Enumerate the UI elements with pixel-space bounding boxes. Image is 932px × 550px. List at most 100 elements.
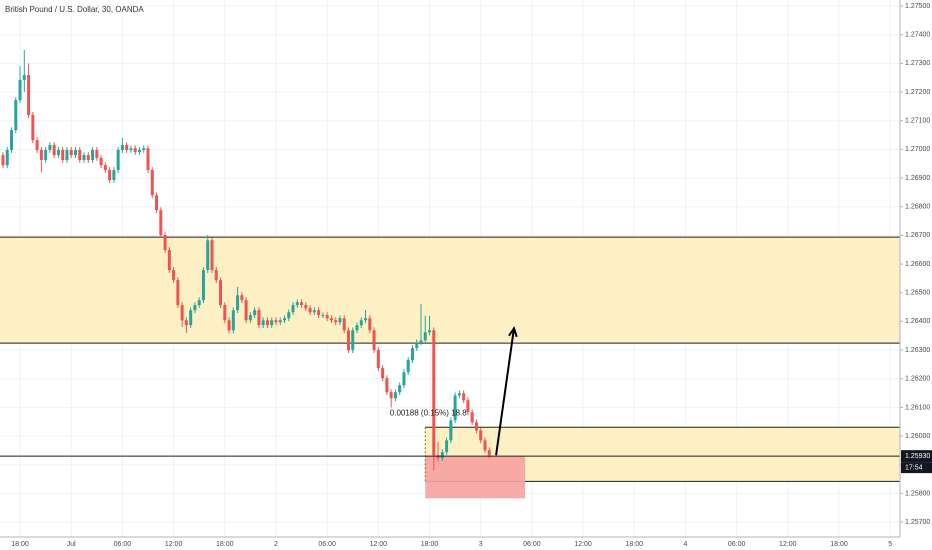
axes: 1.27500 1.27400 1.27300 1.27200 1.27100 1.270… [11, 3, 932, 548]
candle-body [355, 325, 359, 331]
candle-body [112, 170, 116, 181]
candle-body [440, 452, 444, 459]
candle-body [91, 149, 95, 160]
x-tick-label: 06:00 [728, 541, 746, 548]
x-tick-label: 12:00 [574, 541, 592, 548]
x-tick-label: Jul [67, 541, 76, 548]
candle-body [389, 392, 393, 399]
candle-body [99, 157, 103, 166]
candle-body [329, 318, 333, 321]
candle-body [462, 393, 466, 401]
candle-body [393, 392, 397, 399]
x-tick-label: 12:00 [779, 541, 797, 548]
candle-body [1, 155, 5, 166]
candle-body [10, 130, 14, 150]
candle-body [402, 372, 406, 386]
candle-body [69, 149, 73, 156]
x-tick-label: 18:00 [11, 541, 29, 548]
x-tick-label: 18:00 [216, 541, 234, 548]
y-tick-label: 1.25700 [905, 519, 930, 526]
last-price-box [901, 450, 932, 463]
candle-body [56, 149, 60, 156]
candle-body [436, 455, 440, 459]
x-tick-label: 3 [479, 541, 483, 548]
candle-body [210, 240, 214, 271]
candle-body [244, 300, 248, 321]
candle-body [150, 170, 154, 196]
candle-body [176, 280, 180, 306]
candle-body [428, 330, 432, 333]
candle-body [227, 320, 231, 331]
x-tick-label: 06:00 [318, 541, 336, 548]
measure-label: 0.00188 (0.15%) 18.8 [390, 408, 467, 417]
candle-body [155, 195, 159, 211]
candle-body [5, 149, 9, 166]
candle-body [453, 395, 457, 421]
y-tick-label: 1.26200 [905, 376, 930, 383]
y-tick-label: 1.27100 [905, 118, 930, 125]
candle-body [125, 145, 129, 150]
x-tick-label: 4 [683, 541, 687, 548]
candle-body [231, 310, 235, 331]
countdown-label: 17:54 [905, 464, 923, 471]
chart-title: British Pound / U.S. Dollar, 30, OANDA [5, 5, 144, 14]
x-tick-label: 2 [274, 541, 278, 548]
candle-body [351, 330, 355, 351]
y-tick-label: 1.26000 [905, 433, 930, 440]
candle-body [172, 270, 176, 281]
candle-body [308, 308, 312, 313]
candle-body [65, 149, 69, 160]
candle-body [304, 305, 308, 309]
x-tick-label: 06:00 [523, 541, 541, 548]
candle-body [317, 310, 321, 316]
candle-body [398, 385, 402, 393]
candle-body [78, 149, 82, 160]
x-tick-label: 18:00 [625, 541, 643, 548]
candle-body [257, 310, 261, 326]
candle-body [346, 330, 350, 351]
candle-body [223, 305, 227, 321]
y-tick-label: 1.27200 [905, 89, 930, 96]
candle-body [103, 165, 107, 171]
candle-body [342, 318, 346, 331]
x-tick-label: 18:00 [830, 541, 848, 548]
candle-body [423, 332, 427, 341]
candle-body [180, 305, 184, 321]
candle-body [253, 310, 257, 316]
candle-body [197, 300, 201, 306]
candle-body [419, 340, 423, 343]
candle-body [214, 270, 218, 281]
y-tick-label: 1.26500 [905, 290, 930, 297]
candle-body [108, 170, 112, 181]
candle-body [14, 100, 18, 131]
y-tick-label: 1.26700 [905, 232, 930, 239]
y-tick-label: 1.27000 [905, 146, 930, 153]
candles [1, 49, 491, 471]
candle-body [479, 430, 483, 441]
x-tick-label: 12:00 [165, 541, 183, 548]
y-tick-label: 1.26800 [905, 204, 930, 211]
candle-body [368, 318, 372, 331]
candle-body [474, 422, 478, 431]
candle-body [321, 315, 325, 317]
candle-body [146, 148, 150, 171]
zone [425, 456, 526, 499]
candle-body [206, 240, 210, 271]
candle-body [52, 145, 56, 156]
candle-body [470, 412, 474, 423]
candle-body [44, 149, 48, 160]
candle-body [432, 330, 436, 456]
overlay: 0.00188 (0.15%) 18.8 [0, 326, 900, 482]
candle-body [381, 368, 385, 379]
candle-body [184, 320, 188, 326]
y-tick-label: 1.27500 [905, 3, 930, 10]
candle-body [61, 149, 65, 160]
candle-body [487, 450, 491, 456]
y-tick-label: 1.26400 [905, 318, 930, 325]
zone [0, 237, 900, 344]
candle-body [261, 320, 265, 326]
candle-body [39, 149, 43, 160]
candle-body [265, 320, 269, 326]
candle-body [73, 149, 77, 156]
